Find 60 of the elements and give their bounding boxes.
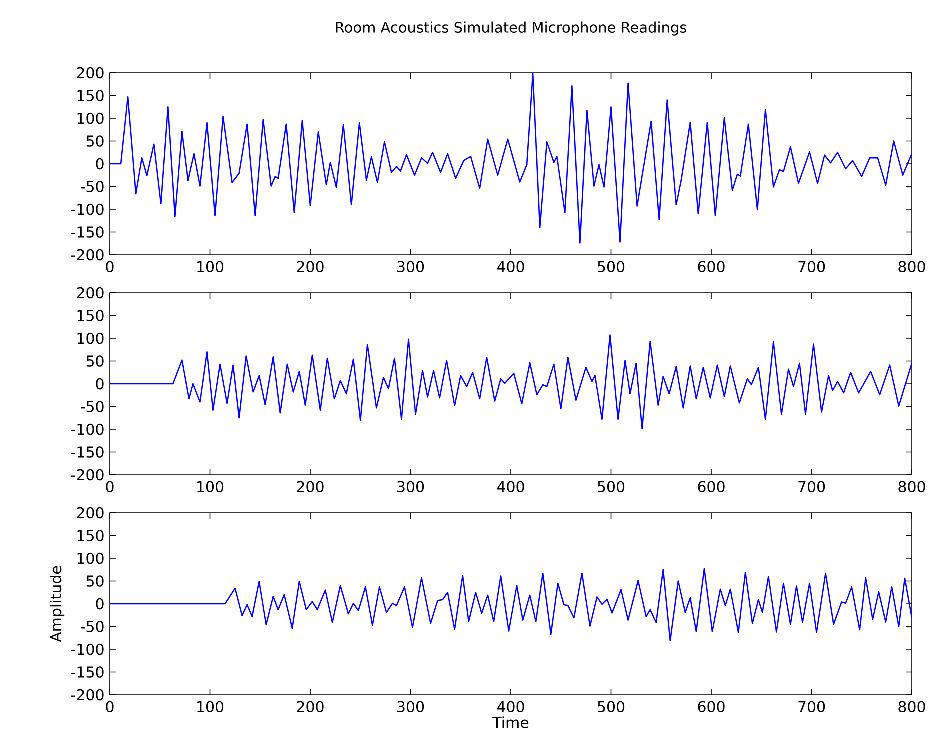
y-tick-label: -50 (81, 181, 104, 192)
x-tick-label: 200 (297, 261, 324, 273)
y-tick-label: -150 (71, 446, 104, 458)
y-tick-label: 150 (78, 310, 104, 322)
x-tick-label: 300 (398, 701, 424, 713)
x-tick-label: 100 (198, 481, 224, 493)
y-tick-label: -150 (71, 666, 104, 678)
y-tick-label: 50 (86, 356, 104, 367)
y-tick-label: 0 (96, 598, 104, 610)
line-series (110, 73, 912, 244)
x-tick-label: 500 (598, 481, 625, 493)
y-tick-label: 200 (77, 507, 104, 519)
x-tick-label: 800 (898, 701, 926, 713)
x-tick-label: 800 (898, 261, 926, 273)
y-tick-label: -200 (71, 249, 104, 261)
y-tick-label: 100 (78, 552, 104, 564)
y-tick-label: 0 (96, 158, 104, 170)
x-tick-label: 200 (297, 481, 324, 493)
x-tick-label: 800 (898, 481, 926, 493)
x-tick-label: 600 (698, 481, 725, 493)
x-tick-label: 0 (106, 701, 114, 713)
y-tick-label: -100 (71, 204, 104, 216)
y-tick-label: -50 (81, 401, 104, 412)
x-tick-label: 300 (398, 261, 424, 273)
y-tick-label: 50 (86, 136, 104, 147)
y-tick-label: -100 (71, 644, 104, 656)
y-tick-label: 50 (86, 576, 104, 587)
x-axis-title: Time (492, 716, 529, 728)
y-tick-label: 200 (77, 287, 104, 299)
x-tick-label: 700 (798, 481, 826, 493)
x-tick-label: 700 (798, 261, 826, 273)
y-tick-label: -200 (71, 469, 104, 481)
y-tick-label: -200 (71, 689, 104, 701)
x-tick-label: 300 (398, 481, 424, 493)
y-tick-label: -150 (71, 226, 104, 238)
y-tick-label: 150 (78, 530, 104, 542)
x-tick-label: 0 (106, 481, 114, 493)
line-series (110, 334, 912, 430)
y-tick-label: 200 (77, 67, 104, 79)
y-axis-title: Amplitude (50, 566, 65, 642)
x-tick-label: 400 (497, 481, 524, 493)
x-tick-label: 600 (698, 261, 725, 273)
y-tick-label: 100 (78, 332, 104, 344)
x-tick-label: 500 (598, 261, 625, 273)
x-tick-label: 500 (598, 701, 625, 713)
y-tick-label: -50 (81, 621, 104, 632)
x-tick-label: 100 (198, 701, 224, 713)
x-tick-label: 600 (698, 701, 725, 713)
y-tick-label: -100 (71, 424, 104, 436)
y-tick-label: 0 (96, 378, 104, 390)
x-tick-label: 200 (297, 701, 324, 713)
line-series (110, 568, 912, 642)
x-tick-label: 400 (497, 701, 524, 713)
y-tick-label: 150 (78, 90, 104, 102)
y-tick-label: 100 (78, 112, 104, 124)
chart-title: Room Acoustics Simulated Microphone Readings (336, 22, 687, 36)
x-tick-label: 700 (798, 701, 826, 713)
x-tick-label: 100 (198, 261, 224, 273)
x-tick-label: 0 (106, 261, 114, 273)
x-tick-label: 400 (497, 261, 524, 273)
